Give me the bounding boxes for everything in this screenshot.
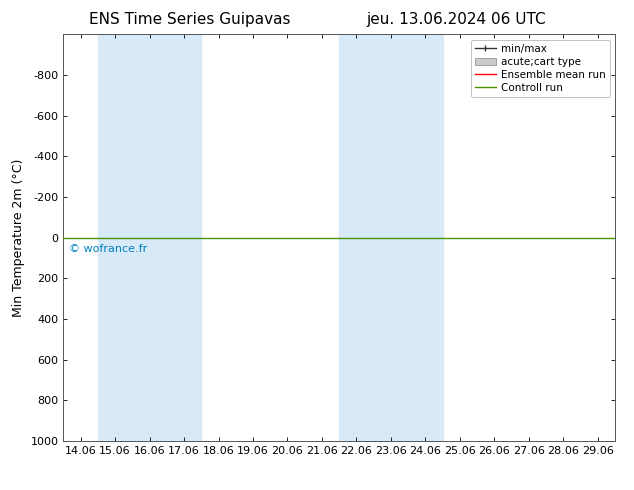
Text: © wofrance.fr: © wofrance.fr — [69, 244, 147, 254]
Y-axis label: Min Temperature 2m (°C): Min Temperature 2m (°C) — [12, 158, 25, 317]
Text: ENS Time Series Guipavas: ENS Time Series Guipavas — [89, 12, 291, 27]
Bar — [98, 34, 202, 441]
Legend: min/max, acute;cart type, Ensemble mean run, Controll run: min/max, acute;cart type, Ensemble mean … — [470, 40, 610, 97]
Text: jeu. 13.06.2024 06 UTC: jeu. 13.06.2024 06 UTC — [366, 12, 547, 27]
Bar — [339, 34, 443, 441]
